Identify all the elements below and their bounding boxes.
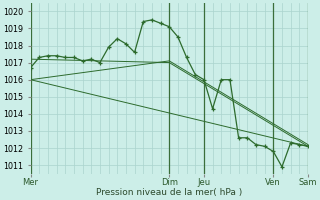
X-axis label: Pression niveau de la mer( hPa ): Pression niveau de la mer( hPa ) [96,188,242,197]
